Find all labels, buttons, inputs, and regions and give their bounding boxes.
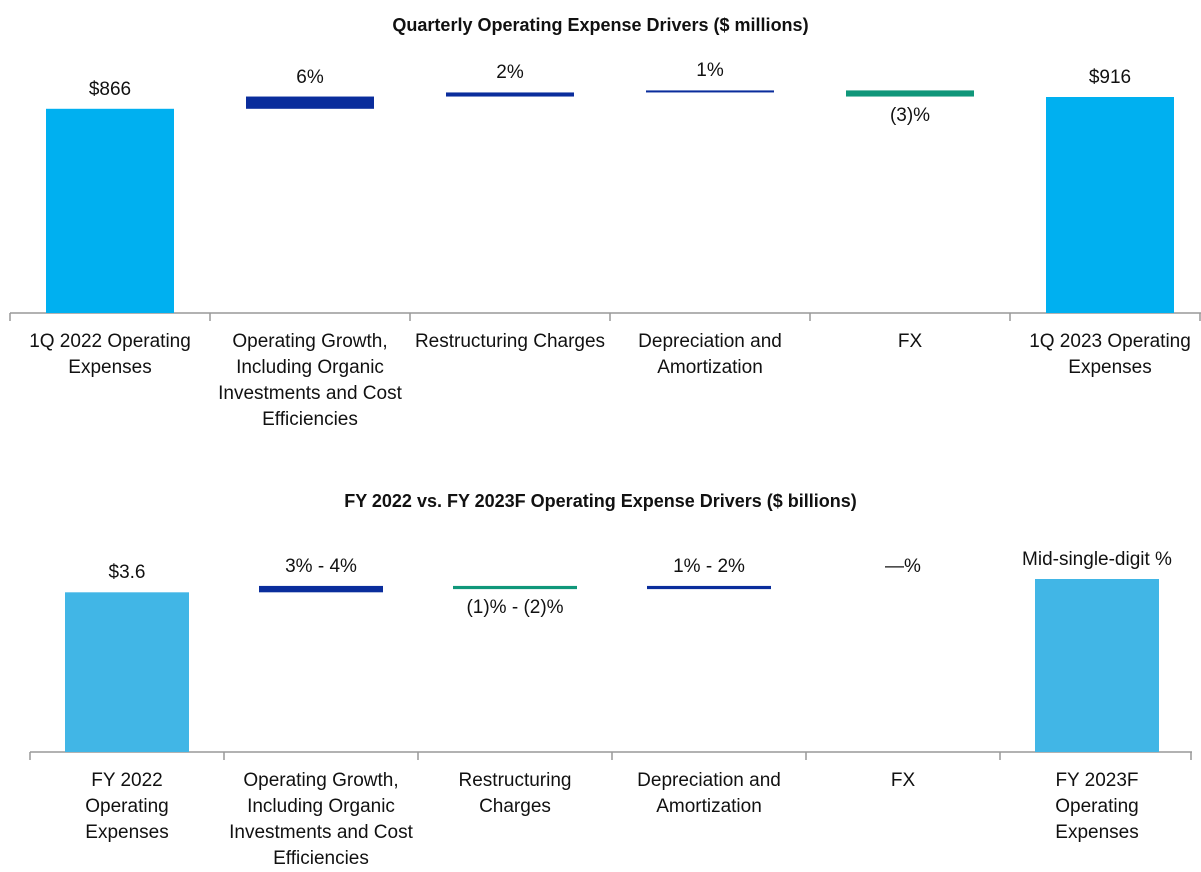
value-label: 1%	[696, 60, 724, 82]
value-label: $3.6	[108, 562, 146, 584]
category-label: FY 2022 Operating Expenses	[85, 770, 169, 843]
value-label: $916	[1088, 67, 1132, 88]
bar	[646, 90, 774, 93]
value-label: 1% - 2%	[673, 555, 745, 577]
bar	[46, 108, 174, 313]
chart-title: Quarterly Operating Expense Drivers ($ m…	[392, 15, 809, 35]
value-label: Mid-single-digit %	[1022, 549, 1172, 570]
category-label: Depreciation and Amortization	[637, 770, 781, 817]
category-label: FY 2023F Operating Expenses	[1055, 770, 1139, 843]
category-label: Restructuring Charges	[458, 770, 572, 817]
category-label: FX	[890, 770, 916, 791]
category-label: FX	[897, 331, 923, 352]
category-label: Restructuring Charges	[414, 331, 606, 352]
bar	[846, 90, 974, 97]
category-label: Depreciation and Amortization	[638, 331, 782, 378]
bar	[1046, 97, 1174, 313]
value-label: 6%	[296, 66, 324, 88]
bar	[446, 92, 574, 97]
bar	[1035, 579, 1159, 752]
value-label: 3% - 4%	[285, 555, 357, 577]
category-label: Operating Growth, Including Organic Inve…	[229, 770, 413, 869]
category-label: 1Q 2023 Operating Expenses	[1029, 331, 1191, 378]
value-label: —%	[885, 555, 921, 577]
category-label: 1Q 2022 Operating Expenses	[29, 331, 191, 378]
value-label: $866	[88, 78, 132, 100]
value-label: (3)%	[889, 104, 931, 126]
bar	[65, 592, 189, 752]
chart-title: FY 2022 vs. FY 2023F Operating Expense D…	[344, 491, 857, 511]
category-label: Operating Growth, Including Organic Inve…	[218, 331, 402, 430]
value-label: 2%	[496, 62, 524, 84]
bar	[647, 585, 771, 590]
bar	[453, 585, 577, 590]
value-label: (1)% - (2)%	[466, 597, 564, 619]
bar	[246, 96, 374, 109]
bar	[259, 585, 383, 593]
